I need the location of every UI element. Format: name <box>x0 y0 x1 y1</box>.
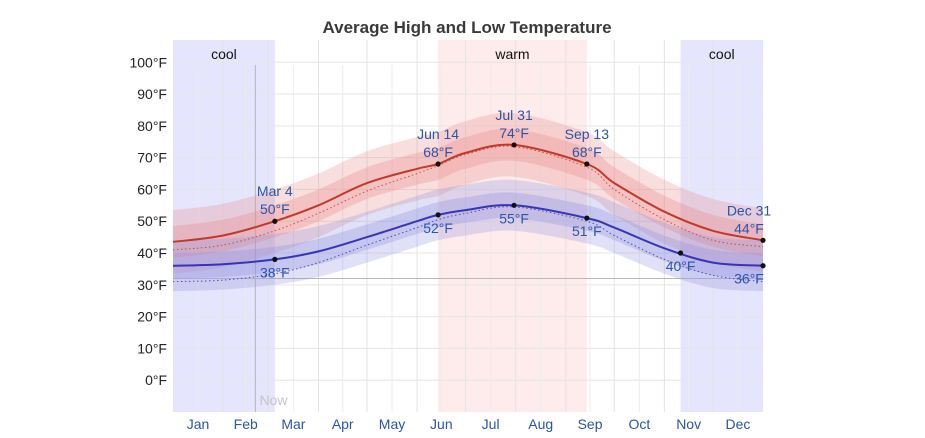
season-band-1 <box>438 40 587 412</box>
y-tick-label: 70°F <box>137 150 167 166</box>
high-line <box>172 143 764 243</box>
season-label-0: cool <box>211 46 237 62</box>
x-tick-label: Jul <box>482 416 500 432</box>
season-label-1: warm <box>494 46 529 62</box>
y-tick-label: 60°F <box>137 181 167 197</box>
annotation-point-5 <box>272 256 278 262</box>
y-tick-label: 50°F <box>137 213 167 229</box>
annotation-points <box>272 142 766 269</box>
annotation-label-8: 51°F <box>572 223 602 239</box>
x-tick-label: Sep <box>578 416 603 432</box>
annotation-label-3: 68°F <box>572 144 602 160</box>
x-tick-label: Jun <box>430 416 453 432</box>
x-tick-label: May <box>379 416 405 432</box>
annotation-label-4: Dec 31 <box>727 202 772 218</box>
season-bands <box>173 40 763 412</box>
annotation-point-9 <box>677 250 684 256</box>
y-tick-label: 90°F <box>137 86 167 102</box>
chart-title: Average High and Low Temperature <box>322 18 611 37</box>
high-dotted-line <box>172 145 764 251</box>
low-outer-band <box>173 179 763 292</box>
annotation-label-2: Jul 31 <box>495 107 533 123</box>
x-tick-label: Feb <box>234 416 258 432</box>
y-tick-label: 40°F <box>137 245 167 261</box>
annotation-point-6 <box>435 212 441 218</box>
annotation-label-7: 55°F <box>499 210 529 226</box>
annotation-label-4: 44°F <box>734 220 764 236</box>
x-tick-label: Nov <box>676 416 701 432</box>
annotation-label-10: 36°F <box>734 271 764 287</box>
annotation-point-8 <box>584 215 590 221</box>
x-tick-label: Aug <box>528 416 553 432</box>
y-tick-label: 10°F <box>137 340 167 356</box>
annotation-label-2: 74°F <box>499 125 529 141</box>
chart-labels: cool warm cool 0°F 10°F 20°F 30°F 40°F 50°F 60°F 7… <box>129 46 771 432</box>
annotation-label-1: Jun 14 <box>417 126 459 142</box>
season-band-2 <box>680 40 763 412</box>
x-tick-label: Mar <box>281 416 305 432</box>
x-tick-label: Dec <box>725 416 750 432</box>
low-inner-band <box>173 192 763 279</box>
annotation-point-10 <box>760 263 766 269</box>
annotation-label-6: 52°F <box>423 220 453 236</box>
low-dotted-line <box>172 206 764 283</box>
x-tick-label: Oct <box>628 416 650 432</box>
now-label: Now <box>259 392 288 408</box>
y-tick-label: 0°F <box>145 372 167 388</box>
y-tick-label: 100°F <box>129 54 167 70</box>
annotation-label-5: 38°F <box>260 264 290 280</box>
annotation-point-4 <box>760 237 766 243</box>
annotation-point-2 <box>511 142 517 148</box>
season-label-2: cool <box>709 46 735 62</box>
high-outer-band <box>173 112 763 274</box>
annotation-label-9: 40°F <box>666 258 696 274</box>
y-tick-label: 30°F <box>137 277 167 293</box>
gridlines <box>173 40 763 412</box>
annotation-point-7 <box>511 202 517 208</box>
x-tick-label: Jan <box>187 416 210 432</box>
y-tick-label: 20°F <box>137 309 167 325</box>
annotation-label-0: 50°F <box>260 201 290 217</box>
annotation-label-0: Mar 4 <box>257 183 293 199</box>
annotation-label-1: 68°F <box>423 144 453 160</box>
confidence-bands <box>173 112 763 292</box>
x-tick-label: Apr <box>332 416 354 432</box>
annotation-point-0 <box>272 218 278 224</box>
series-lines <box>172 143 764 283</box>
annotation-point-3 <box>584 161 590 167</box>
annotation-point-1 <box>435 161 441 167</box>
y-tick-label: 80°F <box>137 118 167 134</box>
annotation-label-3: Sep 13 <box>565 126 610 142</box>
high-inner-band <box>173 128 763 258</box>
low-line <box>172 204 764 267</box>
